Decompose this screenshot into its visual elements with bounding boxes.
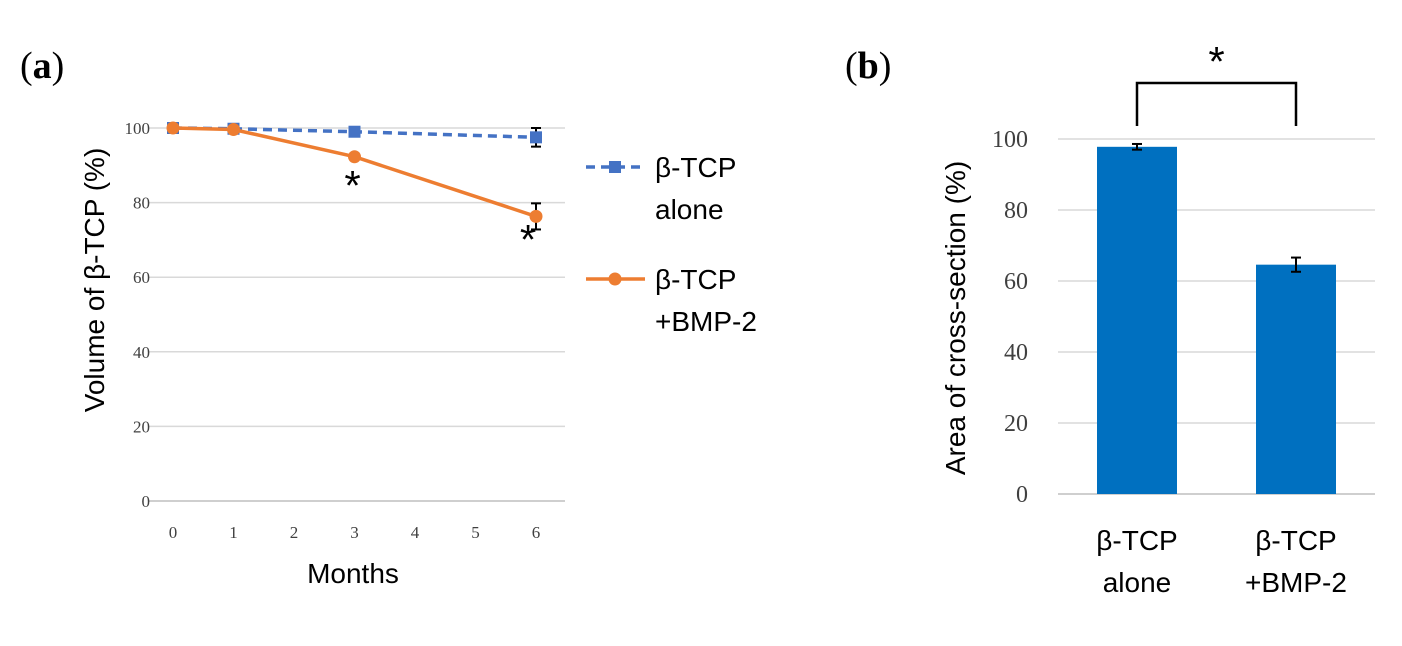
y-tick-label: 20 xyxy=(133,417,150,436)
series-point xyxy=(166,121,180,135)
panel-label-b: (b) xyxy=(845,45,891,87)
y-tick-label: 100 xyxy=(125,119,151,138)
y-tick-label: 100 xyxy=(992,127,1028,153)
y-tick-label: 60 xyxy=(1004,269,1028,295)
y-axis-label: Area of cross-section (%) xyxy=(940,161,971,475)
panel-a-close: ) xyxy=(52,45,65,87)
x-tick-label: 1 xyxy=(229,523,238,542)
bar-0 xyxy=(1097,146,1177,494)
panel-label-a: (a) xyxy=(20,45,64,87)
series-point xyxy=(227,122,240,136)
y-tick-label: 20 xyxy=(1004,411,1028,437)
panel-b-letter: b xyxy=(858,45,879,87)
panel-a-open: ( xyxy=(20,45,33,87)
series-point xyxy=(348,125,361,138)
bar-1 xyxy=(1256,264,1336,494)
y-axis-label: Volume of β-TCP (%) xyxy=(79,148,110,413)
y-tick-label: 40 xyxy=(133,343,150,362)
category-label: +BMP-2 xyxy=(1245,567,1347,598)
y-tick-label: 40 xyxy=(1004,340,1028,366)
significance-bracket xyxy=(1135,81,1298,126)
significance-star: * xyxy=(1208,38,1224,85)
legend-marker xyxy=(609,161,621,173)
category-label: β-TCP xyxy=(1255,525,1336,556)
series-point xyxy=(529,209,543,223)
x-tick-label: 6 xyxy=(532,523,541,542)
panel-a-letter: a xyxy=(33,45,52,87)
y-tick-label: 0 xyxy=(1016,482,1028,508)
y-tick-label: 80 xyxy=(133,194,150,213)
category-label: alone xyxy=(1103,567,1172,598)
panel-b-open: ( xyxy=(845,45,858,87)
y-tick-label: 60 xyxy=(133,268,150,287)
legend-label: +BMP-2 xyxy=(655,306,757,337)
x-tick-label: 2 xyxy=(290,523,299,542)
series-point xyxy=(530,131,542,144)
series-point xyxy=(348,150,361,164)
series-line-1 xyxy=(172,126,537,219)
x-tick-label: 3 xyxy=(350,523,359,542)
line-chart: 0 20 40 60 80 100 0 1 2 3 4 5 6 Months Volume of β-TCP… xyxy=(79,119,757,589)
x-axis-label: Months xyxy=(307,558,399,589)
x-tick-label: 0 xyxy=(169,523,178,542)
significance-star: * xyxy=(344,162,360,209)
y-tick-label: 80 xyxy=(1004,198,1028,224)
legend-label: β-TCP xyxy=(655,264,736,295)
significance-star: * xyxy=(520,216,536,263)
legend-label: alone xyxy=(655,194,724,225)
y-tick-label: 0 xyxy=(142,492,151,511)
bar-chart: 0 20 40 60 80 100 Area of cross-section (%) β-T… xyxy=(940,38,1375,598)
legend-marker xyxy=(608,272,622,286)
panel-b-close: ) xyxy=(879,45,892,87)
x-tick-label: 4 xyxy=(411,523,420,542)
category-label: β-TCP xyxy=(1096,525,1177,556)
x-tick-label: 5 xyxy=(471,523,480,542)
legend-label: β-TCP xyxy=(655,152,736,183)
